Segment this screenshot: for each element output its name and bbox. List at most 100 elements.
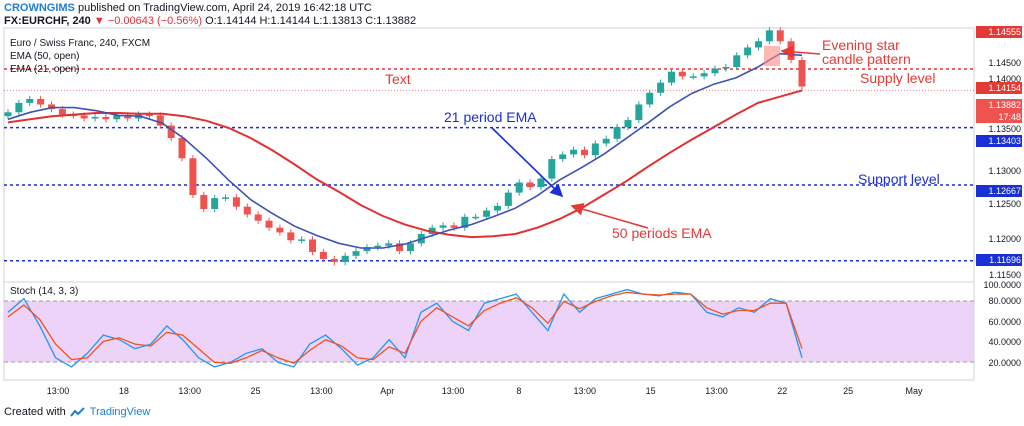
candle[interactable] — [222, 194, 230, 202]
evening-star-annotation-line2[interactable]: candle pattern — [822, 51, 911, 67]
candle[interactable] — [765, 27, 773, 45]
candle-body — [385, 243, 393, 246]
candle[interactable] — [330, 255, 338, 266]
candle[interactable] — [298, 236, 306, 244]
candle[interactable] — [265, 217, 273, 231]
candle[interactable] — [613, 123, 621, 142]
stoch-legend[interactable]: Stoch (14, 3, 3) — [10, 286, 78, 297]
candle-body — [26, 98, 34, 103]
created-with-label: Created with — [4, 406, 66, 418]
candle[interactable] — [733, 52, 741, 71]
candle[interactable] — [657, 79, 665, 96]
candle[interactable] — [646, 89, 654, 108]
price-tick: 1.13000 — [988, 166, 1021, 176]
candle[interactable] — [787, 38, 795, 64]
support-level-label[interactable]: Support level — [858, 171, 940, 187]
candle-body — [4, 112, 12, 117]
candle[interactable] — [711, 65, 719, 77]
candle[interactable] — [635, 101, 643, 124]
candle[interactable] — [722, 63, 730, 72]
ema21-annotation[interactable]: 21 period EMA — [444, 109, 537, 125]
time-tick: May — [905, 386, 923, 396]
tradingview-brand-link[interactable]: TradingView — [89, 406, 151, 418]
candle[interactable] — [178, 134, 186, 162]
candle[interactable] — [439, 222, 447, 231]
candle[interactable] — [4, 109, 12, 120]
candle[interactable] — [493, 202, 501, 214]
candle[interactable] — [776, 27, 784, 45]
candle[interactable] — [602, 135, 610, 147]
candle[interactable] — [167, 122, 175, 142]
candle[interactable] — [48, 101, 56, 113]
symbol-label[interactable]: FX:EURCHF, 240 — [4, 15, 91, 27]
ema50-legend[interactable]: EMA (50, open) — [10, 51, 79, 62]
candle[interactable] — [309, 236, 317, 256]
candle[interactable] — [537, 175, 545, 191]
candle-body — [483, 210, 491, 217]
candle[interactable] — [156, 112, 164, 129]
candle[interactable] — [624, 116, 632, 131]
candle[interactable] — [374, 242, 382, 251]
candle[interactable] — [526, 179, 534, 191]
candle[interactable] — [91, 113, 99, 122]
candle[interactable] — [570, 146, 578, 158]
candle[interactable] — [744, 44, 752, 59]
candle[interactable] — [548, 155, 556, 182]
candle[interactable] — [15, 99, 23, 116]
candle[interactable] — [678, 68, 686, 80]
stoch-k-line — [7, 288, 803, 368]
price-tick: 1.14500 — [988, 58, 1021, 68]
candle[interactable] — [483, 207, 491, 220]
stoch-tick: 60.0000 — [988, 317, 1021, 327]
candle[interactable] — [515, 179, 523, 196]
evening-star-annotation[interactable]: Evening star — [822, 37, 900, 53]
candle[interactable] — [754, 38, 762, 51]
candle-body — [580, 149, 588, 156]
candle[interactable] — [287, 229, 295, 244]
candle-body — [700, 73, 708, 77]
candle[interactable] — [189, 155, 197, 199]
candle[interactable] — [341, 252, 349, 266]
candle-body — [298, 239, 306, 241]
candle[interactable] — [798, 56, 806, 90]
candle[interactable] — [472, 213, 480, 220]
time-tick: 15 — [646, 386, 656, 396]
supply-level-label[interactable]: Supply level — [860, 70, 936, 86]
time-tick: 13:00 — [574, 386, 597, 396]
candle[interactable] — [461, 213, 469, 231]
candle-body — [591, 143, 599, 156]
candle[interactable] — [559, 151, 567, 163]
ema50-annotation[interactable]: 50 periods EMA — [612, 225, 712, 241]
candle[interactable] — [243, 203, 251, 218]
candle[interactable] — [396, 240, 404, 255]
ema21-arrow — [491, 127, 564, 198]
author-name[interactable]: CROWNGIMS — [4, 2, 75, 14]
candle[interactable] — [254, 211, 262, 224]
candle[interactable] — [352, 248, 360, 259]
candle[interactable] — [26, 95, 34, 107]
candle[interactable] — [37, 95, 45, 108]
candle[interactable] — [667, 68, 675, 86]
candle[interactable] — [700, 70, 708, 80]
price-tag-support3 — [976, 254, 1022, 266]
text-annotation[interactable]: Text — [385, 71, 411, 87]
candle[interactable] — [580, 146, 588, 159]
candle-body — [504, 192, 512, 206]
candle-body — [178, 138, 186, 159]
candle-body — [222, 197, 230, 199]
candle[interactable] — [591, 140, 599, 159]
candle[interactable] — [145, 111, 153, 119]
candle[interactable] — [276, 224, 284, 236]
ema21-legend[interactable]: EMA (21, open) — [10, 64, 79, 75]
candle[interactable] — [200, 191, 208, 213]
candle[interactable] — [689, 73, 697, 80]
candle[interactable] — [363, 244, 371, 255]
candle[interactable] — [211, 194, 219, 213]
candle[interactable] — [232, 194, 240, 210]
candle-body — [744, 47, 752, 56]
stoch-d-line — [7, 291, 803, 365]
candle[interactable] — [319, 248, 327, 263]
candle[interactable] — [504, 189, 512, 210]
candle[interactable] — [102, 113, 110, 123]
